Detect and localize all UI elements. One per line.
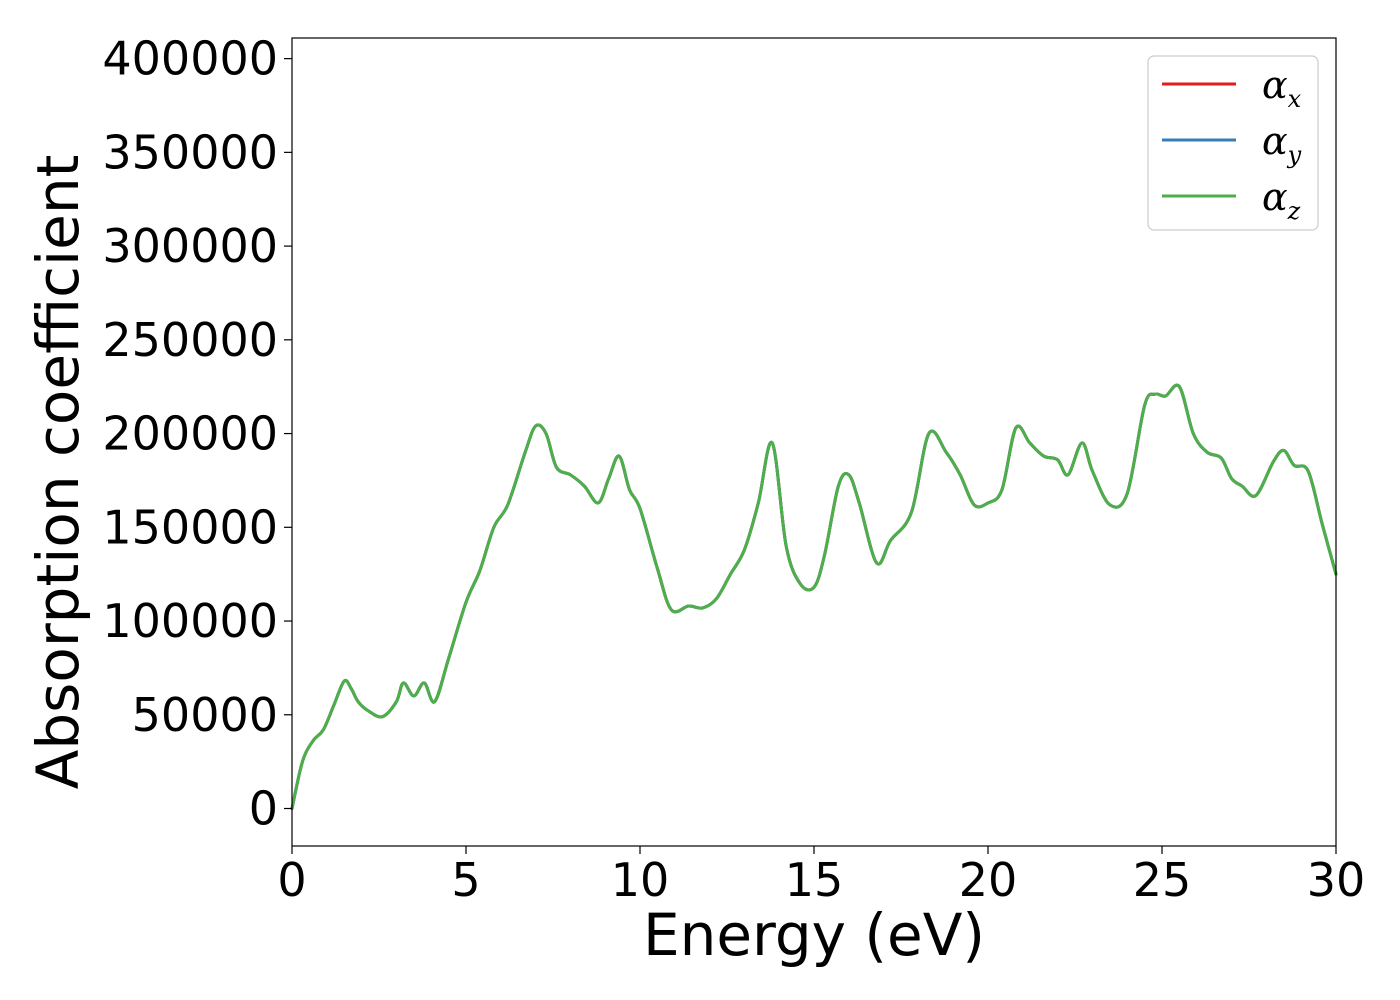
y-tick-label: 100000 xyxy=(102,594,278,648)
legend-label-subscript: z xyxy=(1287,197,1301,225)
x-tick-label: 15 xyxy=(785,853,844,907)
legend-label-base: α xyxy=(1262,63,1288,107)
legend-label-base: α xyxy=(1262,175,1288,219)
x-axis: 0 5 10 15 20 25 30 xyxy=(277,846,1365,907)
legend-label-base: α xyxy=(1262,119,1288,163)
legend-label-subscript: y xyxy=(1287,141,1302,169)
y-tick-label: 50000 xyxy=(132,688,278,742)
y-tick-label: 150000 xyxy=(102,500,278,554)
x-tick-label: 10 xyxy=(611,853,670,907)
legend-label-y: αy xyxy=(1262,119,1302,169)
x-tick-label: 20 xyxy=(959,853,1018,907)
y-tick-label: 200000 xyxy=(102,407,278,461)
x-tick-label: 30 xyxy=(1307,853,1366,907)
y-tick-label: 400000 xyxy=(102,32,278,86)
y-tick-label: 350000 xyxy=(102,125,278,179)
x-tick-label: 25 xyxy=(1133,853,1192,907)
legend-label-z: αz xyxy=(1262,175,1301,225)
series-layer xyxy=(290,383,1338,811)
y-axis: 0 50000 100000 150000 200000 250000 300000 3500… xyxy=(102,32,292,836)
legend-box xyxy=(1147,55,1319,231)
series-line-z xyxy=(290,383,1338,811)
legend-label-subscript: x xyxy=(1288,85,1302,113)
x-tick-label: 0 xyxy=(277,853,306,907)
x-axis-title: Energy (eV) xyxy=(643,901,985,969)
y-tick-label: 250000 xyxy=(102,313,278,367)
x-tick-label: 5 xyxy=(451,853,480,907)
y-tick-label: 300000 xyxy=(102,219,278,273)
legend-label-x: αx xyxy=(1262,63,1302,113)
y-tick-label: 0 xyxy=(249,782,278,836)
y-axis-title: Absorption coefficient xyxy=(24,155,92,790)
